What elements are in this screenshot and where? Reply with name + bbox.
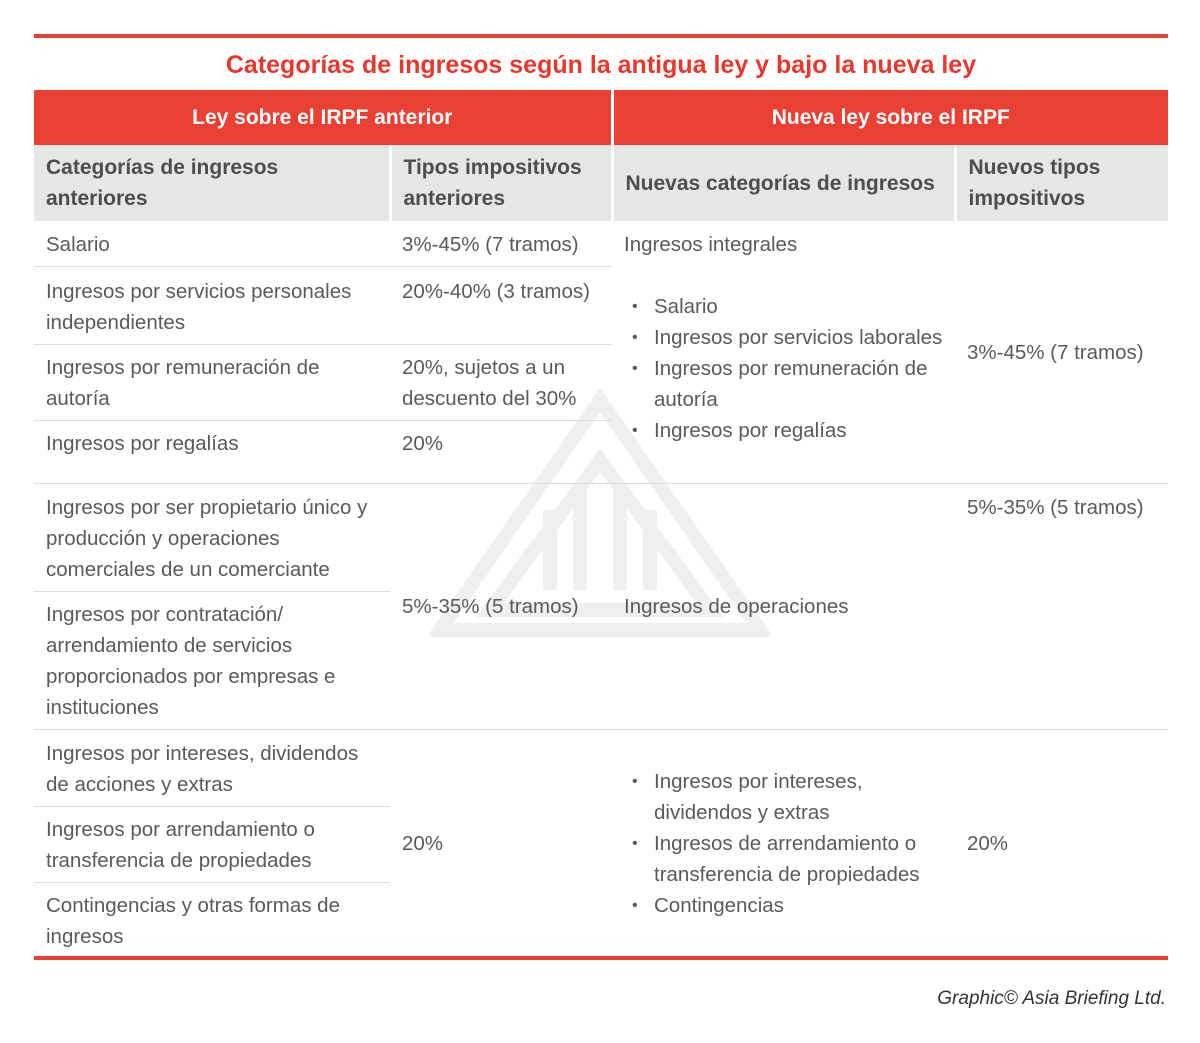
table-row: Ingresos por arrendamiento o transferenc… <box>34 806 1168 883</box>
old-category-cell: Ingresos por regalías <box>34 420 390 484</box>
old-category-cell: Ingresos por arrendamiento o transferenc… <box>34 806 390 883</box>
old-category-cell: Ingresos por ser propietario único y pro… <box>34 483 390 592</box>
table-row: Ingresos por ser propietario único y pro… <box>34 483 1169 730</box>
list-item: Contingencias <box>624 890 943 921</box>
table-row: Ingresos por regalías 20% <box>34 420 1168 484</box>
header-new-categories: Nuevas categorías de ingresos <box>612 145 957 221</box>
table-row: Ingresos por remuneración de autoría 20%… <box>34 344 1168 421</box>
old-category-cell: Salario <box>46 233 110 256</box>
old-rate-cell: 3%-45% (7 tramos) <box>402 233 579 256</box>
credit-line: Graphic© Asia Briefing Ltd. <box>937 988 1166 1009</box>
group-header-new: Nueva ley sobre el IRPF <box>612 90 1169 145</box>
old-category-cell: Ingresos por contratación/ arrendamiento… <box>34 591 390 730</box>
table-container: Categorías de ingresos según la antigua … <box>34 34 1169 960</box>
table-row: Ingresos por servicios personales indepe… <box>34 266 1168 345</box>
table-row: Ingresos por intereses, dividendos de ac… <box>34 729 1169 956</box>
new-category-cell: Ingresos por intereses, dividendos y ext… <box>612 729 955 956</box>
old-category-cell: Ingresos por intereses, dividendos de ac… <box>34 729 390 807</box>
new-rate-cell: 5%-35% (5 tramos) <box>955 483 1169 730</box>
table-title: Categorías de ingresos según la antigua … <box>225 51 977 79</box>
list-item: Ingresos por intereses, dividendos y ext… <box>624 766 943 828</box>
old-category-cell: Contingencias y otras formas de ingresos <box>34 882 390 956</box>
old-rate-cell: 20%-40% (3 tramos) <box>390 266 612 345</box>
comparison-table: Ley sobre el IRPF anterior Nueva ley sob… <box>34 90 1169 956</box>
new-rate-cell: 20% <box>955 729 1169 956</box>
new-category-cell: Ingresos integrales Salario Ingresos por… <box>612 221 955 484</box>
new-category-cell: Ingresos de operaciones <box>612 483 955 730</box>
old-rate-cell: 20% <box>390 420 612 484</box>
new-rate-cell: 3%-45% (7 tramos) <box>967 340 1144 364</box>
list-item: Ingresos de arrendamiento o transferenci… <box>624 828 943 890</box>
group-header-old: Ley sobre el IRPF anterior <box>34 90 614 145</box>
table-row: Contingencias y otras formas de ingresos <box>34 882 1168 956</box>
list-item: Ingresos por regalías <box>624 415 943 446</box>
old-rate-cell: 20%, sujetos a un descuento del 30% <box>390 344 612 421</box>
list-item: Ingresos por servicios laborales <box>624 322 943 353</box>
table-row: Ingresos por contratación/ arrendamiento… <box>34 591 1168 730</box>
list-item: Ingresos por remuneración de autoría <box>624 353 943 415</box>
old-category-cell: Ingresos por remuneración de autoría <box>34 344 390 421</box>
old-rate-cell: 20% <box>390 729 612 956</box>
bottom-rule <box>34 956 1168 960</box>
header-new-rates: Nuevos tipos impositivos <box>955 145 1169 221</box>
new-category-list: Ingresos por intereses, dividendos y ext… <box>624 766 943 921</box>
top-rule <box>34 34 1168 38</box>
new-category-label: Ingresos integrales <box>624 233 798 256</box>
list-item: Salario <box>624 291 943 322</box>
table-row: Salario 3%-45% (7 tramos) Ingresos integ… <box>34 221 1168 446</box>
old-rate-cell: 5%-35% (5 tramos) <box>390 483 612 730</box>
new-category-list: Salario Ingresos por servicios laborales… <box>624 291 943 446</box>
header-old-categories: Categorías de ingresos anteriores <box>34 145 392 221</box>
header-old-rates: Tipos impositivos anteriores <box>390 145 614 221</box>
old-category-cell: Ingresos por servicios personales indepe… <box>34 266 390 345</box>
